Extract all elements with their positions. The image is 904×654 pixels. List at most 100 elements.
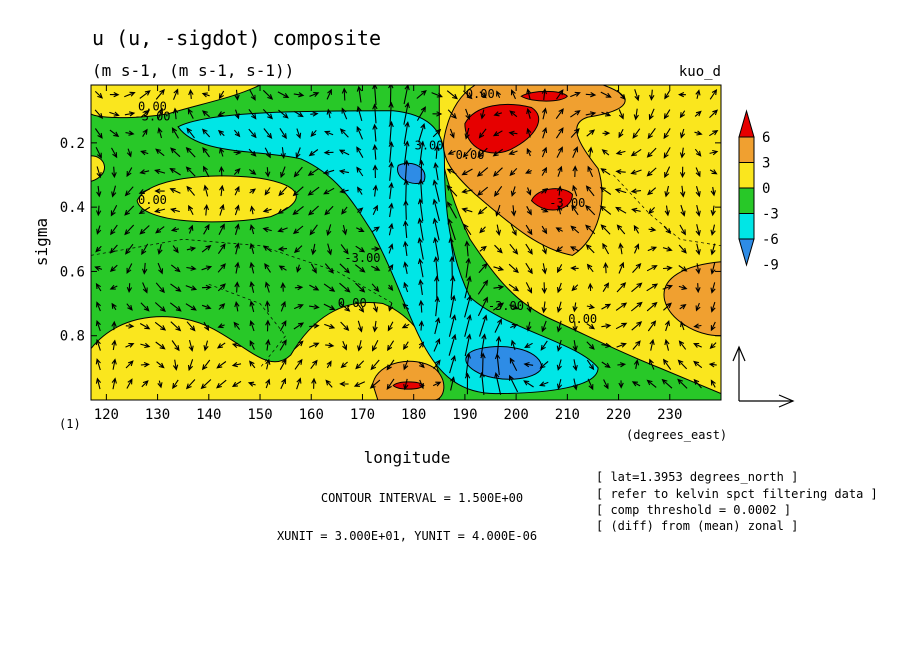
vector-arrow-136 [218, 223, 225, 236]
vector-arrow-181 [265, 167, 271, 178]
contour-labels: 0.00-3.000.00-3.000.000.003.000.00-3.00-… [134, 87, 597, 326]
vector-arrow-309 [388, 161, 394, 181]
vector-arrow-399 [465, 352, 471, 376]
dataset-label: kuo_d [679, 64, 721, 80]
vector-arrow-260 [338, 149, 350, 156]
vector-arrow-525 [586, 323, 596, 330]
vector-arrow-15 [95, 358, 101, 371]
vector-arrow-520 [585, 224, 596, 235]
vector-arrow-513 [585, 92, 597, 98]
vector-arrow-285 [357, 320, 363, 333]
vector-arrow-109 [186, 321, 196, 332]
vector-arrow-406 [477, 186, 489, 196]
vector-arrow-120 [203, 223, 210, 235]
vector-arrow-195 [279, 128, 287, 140]
vector-arrow-311 [388, 202, 394, 218]
vector-arrow-115 [201, 128, 211, 138]
vector-arrow-9 [95, 245, 102, 253]
vector-arrow-534 [599, 186, 612, 195]
vector-arrow-237 [309, 323, 320, 329]
vector-arrow-456 [525, 224, 533, 236]
vector-arrow-549 [615, 169, 626, 175]
vector-arrow-261 [338, 169, 349, 175]
vector-arrow-563 [632, 128, 641, 139]
vector-arrow-221 [293, 322, 305, 330]
vector-arrow-142 [216, 342, 226, 349]
vector-arrow-430 [495, 335, 502, 354]
vector-arrow-129 [218, 90, 225, 100]
vector-arrow-652 [710, 301, 716, 313]
vector-arrow-328 [402, 220, 409, 238]
vector-arrow-412 [477, 296, 488, 317]
vector-arrow-535 [599, 205, 612, 215]
vector-arrow-188 [264, 300, 271, 313]
vector-arrow-482 [555, 108, 564, 120]
vector-arrow-481 [556, 89, 564, 100]
vector-arrow-245 [322, 169, 335, 175]
vector-arrow-267 [339, 282, 351, 293]
vector-arrow-324 [404, 140, 410, 164]
vector-arrow-548 [615, 149, 626, 156]
vector-arrow-420 [492, 148, 504, 157]
vector-arrow-81 [172, 88, 179, 100]
vector-arrow-130 [217, 111, 225, 117]
contour-region-8 [663, 261, 721, 337]
vector-arrow-288 [353, 381, 366, 387]
vector-arrow-383 [449, 354, 456, 374]
vector-arrow-177 [262, 89, 274, 100]
vector-arrow-57 [141, 243, 149, 256]
y-tick-label-4: 0.8 [60, 329, 85, 345]
vector-arrow-586 [646, 265, 658, 272]
vector-arrow-333 [401, 323, 410, 329]
vector-arrow-69 [154, 169, 166, 175]
vector-arrow-571 [631, 282, 643, 293]
chart-subtitle: (m s-1, (m s-1, s-1)) [92, 61, 294, 80]
vector-arrow-282 [354, 264, 366, 273]
vector-arrow-362 [433, 256, 439, 280]
vector-arrow-5 [96, 166, 102, 179]
vector-arrow-85 [169, 167, 181, 176]
vector-arrow-41 [125, 243, 134, 255]
vector-arrow-272 [339, 381, 349, 387]
vector-arrow-314 [388, 263, 394, 272]
vector-arrow-84 [170, 147, 181, 158]
vector-arrow-615 [680, 204, 686, 217]
vector-arrow-273 [356, 85, 363, 103]
vector-arrow-124 [201, 304, 212, 310]
vector-arrow-207 [279, 358, 287, 370]
vector-arrow-299 [371, 283, 380, 293]
vector-arrow-499 [570, 127, 580, 138]
vector-arrow-192 [265, 378, 271, 389]
x-tick-label-10: 210 [555, 407, 580, 423]
vector-arrow-118 [203, 184, 209, 197]
contour-region-13 [392, 381, 425, 390]
vector-arrow-630 [695, 186, 701, 198]
vector-arrow-143 [216, 361, 227, 369]
vector-arrow-250 [324, 263, 334, 274]
vector-arrow-107 [185, 285, 198, 291]
vector-arrow-31 [111, 358, 117, 370]
vector-arrow-364 [434, 296, 440, 317]
colorbar-label-5: -6 [762, 232, 779, 248]
vector-arrow-1 [94, 91, 103, 99]
vector-arrow-254 [325, 342, 335, 349]
vector-arrow-289 [372, 85, 378, 105]
vector-arrow-624 [677, 378, 688, 389]
vector-arrow-76 [154, 302, 166, 312]
vector-arrow-230 [307, 186, 320, 196]
contour-region-12 [530, 188, 573, 211]
vector-arrow-122 [201, 265, 213, 271]
vector-arrow-510 [572, 340, 578, 352]
vector-arrow-157 [233, 321, 241, 330]
vector-arrow-415 [480, 352, 486, 376]
vector-arrow-518 [585, 185, 595, 197]
vector-arrow-100 [185, 146, 196, 158]
vector-arrow-366 [433, 338, 441, 352]
vector-arrow-263 [341, 206, 348, 215]
vector-arrow-604 [663, 302, 672, 311]
vector-arrow-308 [388, 141, 394, 163]
vector-units: XUNIT = 3.000E+01, YUNIT = 4.000E-06 [277, 529, 537, 543]
vector-arrow-422 [493, 185, 503, 197]
vector-arrow-247 [324, 205, 334, 216]
vector-arrow-418 [493, 111, 502, 117]
